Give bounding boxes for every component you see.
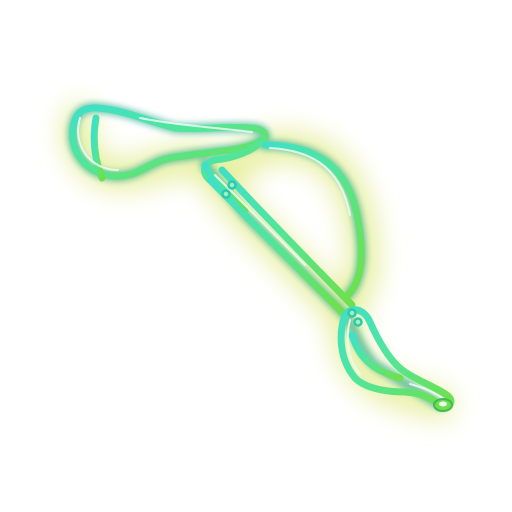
curler-tube: [67, 102, 455, 412]
glow-halo: [64, 105, 453, 418]
curler-arc: [261, 141, 365, 299]
